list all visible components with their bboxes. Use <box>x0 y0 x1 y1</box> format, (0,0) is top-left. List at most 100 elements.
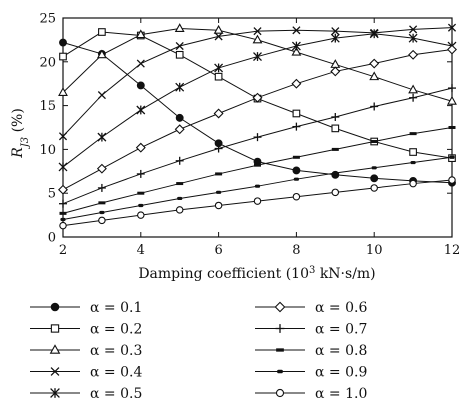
data-point <box>370 184 378 192</box>
data-point <box>59 38 67 47</box>
legend: α = 0.1 α = 0.2 α = 0.3 α = 0.4 α = 0.5 α = 0… <box>30 300 367 402</box>
y-axis-label-unit: (%) <box>10 108 26 137</box>
data-point <box>175 82 185 92</box>
legend-label: α = 0.9 <box>315 365 367 381</box>
data-point <box>253 27 262 36</box>
data-point <box>409 25 418 34</box>
data-point <box>330 33 340 43</box>
data-point <box>174 124 185 135</box>
data-point <box>448 176 456 184</box>
series-6 <box>58 44 457 195</box>
data-point <box>96 163 107 174</box>
data-point <box>331 112 340 121</box>
legend-label: α = 0.2 <box>90 322 142 338</box>
data-point <box>214 144 223 153</box>
data-point <box>98 216 106 225</box>
legend-item: α = 0.3 <box>30 343 142 359</box>
data-point <box>292 109 301 118</box>
data-point <box>214 72 223 81</box>
legend-marker <box>50 324 60 333</box>
series-line <box>62 49 453 191</box>
data-point <box>291 46 302 56</box>
x-tick-label: 8 <box>292 243 300 258</box>
legend-item: α = 0.8 <box>255 343 367 359</box>
data-point <box>252 34 263 44</box>
legend-label: α = 0.8 <box>315 343 367 359</box>
data-point <box>408 84 419 94</box>
data-point <box>214 32 223 41</box>
y-tick-label: 20 <box>39 55 56 70</box>
legend-item: α = 0.5 <box>30 386 142 402</box>
series-8 <box>59 126 456 215</box>
data-point <box>369 29 379 39</box>
series-layer <box>58 23 457 230</box>
data-point <box>254 184 261 188</box>
data-point <box>408 49 419 60</box>
y-tick-label: 0 <box>48 231 56 246</box>
x-tick-label: 10 <box>366 243 383 258</box>
data-point <box>175 206 184 214</box>
legend-label: α = 0.5 <box>90 386 142 402</box>
legend-marker <box>275 324 285 333</box>
data-point <box>98 28 106 36</box>
data-point <box>215 172 223 176</box>
axes: 2 4 6 8 10 12 0 5 10 15 20 25 <box>39 12 460 259</box>
data-point <box>332 171 338 175</box>
data-point <box>448 126 456 129</box>
data-point <box>59 199 67 208</box>
data-point <box>136 59 145 68</box>
data-point <box>331 147 339 151</box>
data-point <box>214 63 224 73</box>
data-point <box>331 188 340 197</box>
data-point <box>370 140 378 144</box>
data-point <box>410 160 416 165</box>
data-point <box>408 33 418 43</box>
data-point <box>96 49 107 59</box>
data-point <box>136 169 145 178</box>
y-tick-label: 15 <box>39 99 56 114</box>
legend-marker <box>276 348 284 352</box>
data-point <box>447 44 457 55</box>
data-point <box>136 81 145 90</box>
data-point <box>175 41 184 51</box>
x-axis-label-main: Damping coefficient (10 <box>138 266 309 282</box>
data-point <box>331 124 340 133</box>
y-axis-label-main: R <box>10 147 26 159</box>
legend-marker <box>274 301 286 313</box>
data-point <box>292 155 300 159</box>
y-tick-label: 25 <box>39 12 56 27</box>
x-tick-label: 6 <box>214 243 222 258</box>
legend-label: α = 1.0 <box>315 386 367 402</box>
x-tick-label: 4 <box>137 243 145 258</box>
data-point <box>59 52 67 61</box>
legend-item: α = 0.7 <box>255 322 367 338</box>
legend-marker <box>277 369 283 374</box>
data-point <box>58 162 68 172</box>
data-point <box>175 113 184 122</box>
data-point <box>409 179 417 188</box>
data-point <box>98 201 106 205</box>
data-point <box>369 71 380 81</box>
data-point <box>253 197 262 205</box>
legend-marker <box>50 367 60 376</box>
data-point <box>135 29 146 39</box>
x-axis-label-superscript: 3 <box>309 265 315 276</box>
data-point <box>449 155 455 159</box>
data-point <box>291 78 302 89</box>
legend-item: α = 0.1 <box>30 300 142 316</box>
data-point <box>136 105 146 115</box>
data-point <box>330 66 341 77</box>
data-point <box>213 108 224 119</box>
data-point <box>292 166 301 175</box>
legend-marker <box>50 388 60 398</box>
legend-item: α = 0.6 <box>255 300 367 316</box>
data-point <box>59 221 67 230</box>
data-point <box>58 184 68 195</box>
data-point <box>447 95 457 105</box>
data-point <box>58 87 68 96</box>
series-7 <box>59 84 456 208</box>
x-axis-label-unit: kN·s/m) <box>315 266 375 282</box>
x-tick-label: 2 <box>59 243 67 258</box>
data-point <box>370 174 379 183</box>
